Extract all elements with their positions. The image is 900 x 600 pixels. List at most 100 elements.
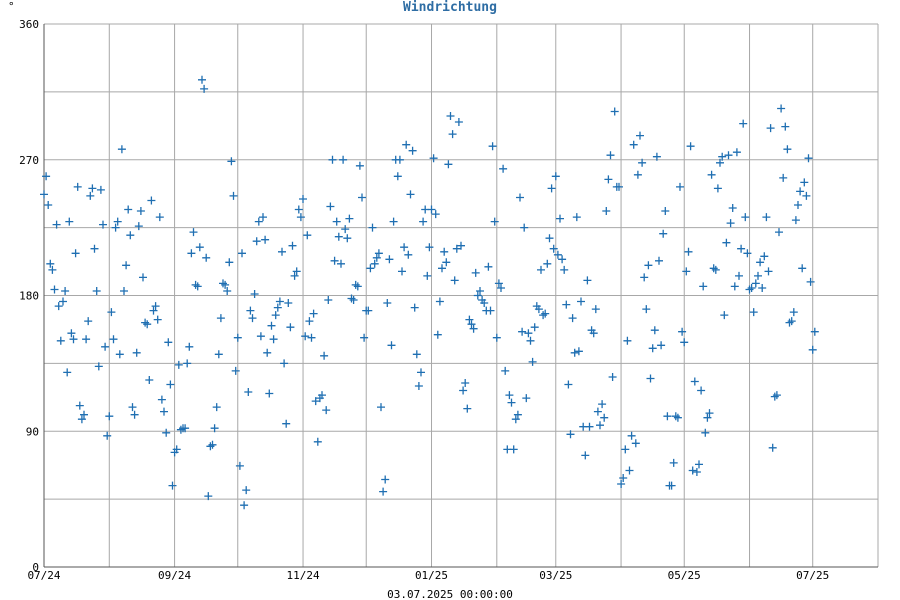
data-point [604,175,613,184]
data-point [404,250,413,259]
data-point [292,267,301,276]
data-point [204,492,213,501]
data-point [678,327,687,336]
data-point [739,119,748,128]
data-point [248,314,257,323]
y-tick-labels: 0 90 180 270 360 [19,18,39,574]
data-point [600,413,609,422]
data-point [400,243,409,252]
data-point [707,170,716,179]
data-point [722,238,731,247]
data-point [772,391,781,400]
data-point [642,305,651,314]
data-point [320,351,329,360]
data-point [608,373,617,381]
y-tick-label: 180 [19,290,39,303]
data-point [408,146,417,155]
data-point [168,481,177,490]
data-point [499,164,508,173]
data-point [107,308,116,317]
data-point [216,314,225,323]
data-point [368,223,377,232]
data-point [619,474,628,482]
data-point [44,201,53,209]
x-tick-label: 07/25 [796,569,829,582]
data-point [737,244,746,253]
data-point [577,297,585,306]
data-point [364,306,373,315]
data-point [393,172,402,181]
data-point [143,320,152,329]
data-point [606,151,615,160]
data-point [73,182,82,191]
data-point [229,191,238,200]
data-point [463,404,472,413]
data-point [461,379,470,387]
data-point [301,332,310,341]
data-point [305,317,314,326]
data-point [800,178,809,187]
data-point [545,234,554,243]
data-point [488,142,497,151]
data-point [318,391,326,400]
data-point [655,256,663,265]
data-point [67,329,76,338]
data-point [195,243,204,252]
data-point [442,258,451,267]
data-point [680,338,689,347]
data-point [210,424,219,433]
data-point [433,330,442,339]
data-point [88,184,97,193]
data-point [183,359,192,368]
data-point [303,231,312,240]
data-point [636,131,644,140]
data-point [105,412,114,421]
data-point [417,368,425,377]
data-point [794,201,802,209]
data-point [699,282,708,291]
data-point [92,287,101,295]
data-point [113,217,122,226]
data-point [484,262,493,271]
data-point [101,342,110,351]
data-point [490,217,499,226]
data-point [431,210,440,219]
data-point [602,207,611,215]
data-point [155,213,164,222]
data-point [541,309,550,318]
data-point [389,217,398,226]
data-point [667,481,676,490]
data-point [716,158,724,167]
data-point [568,314,577,323]
data-point [492,333,501,342]
data-point [751,279,760,288]
data-point [109,335,118,344]
data-point [240,501,249,510]
data-point [242,486,251,495]
axes [43,24,878,568]
data-point [465,315,474,324]
y-axis-unit: ° [8,0,15,13]
data-point [225,258,234,267]
data-point [459,386,468,395]
data-point [551,172,560,181]
data-point [435,297,444,306]
data-point [520,223,529,232]
data-point [661,207,670,215]
data-point [128,403,137,412]
data-point [589,329,598,338]
data-point [349,296,358,304]
data-point [574,347,583,356]
data-point [549,244,558,253]
data-point [566,430,575,439]
data-point [591,305,600,314]
data-point [259,213,267,222]
data-point [172,445,181,454]
data-point [623,336,632,345]
data-point [648,344,657,353]
data-point [560,265,569,274]
data-point [77,415,86,424]
data-point [94,362,103,371]
data-point [513,410,522,419]
data-point [429,154,438,163]
